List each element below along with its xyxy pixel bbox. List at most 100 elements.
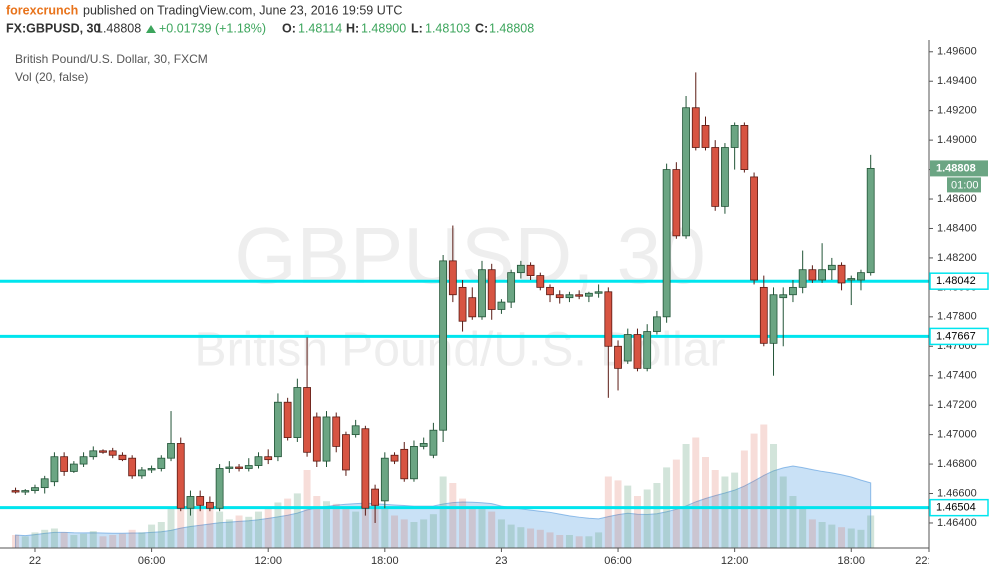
candle-body — [167, 443, 175, 459]
price-label-box — [929, 327, 989, 346]
candle-body — [254, 456, 263, 466]
price-label: 1.48042 — [936, 275, 976, 287]
volume-bar — [556, 535, 564, 548]
candle-body — [546, 286, 554, 296]
volume-bar — [420, 519, 428, 548]
o-value: 1.48114 — [298, 21, 342, 35]
symbol: FX:GBPUSD, 30 — [6, 21, 101, 35]
volume-bar — [70, 535, 78, 548]
candle-body — [439, 260, 448, 431]
volume-bar — [167, 509, 175, 548]
volume-bar — [254, 511, 262, 548]
volume-bar — [284, 498, 292, 548]
candle-body — [818, 269, 827, 281]
candle-body — [691, 107, 700, 148]
candle-body — [614, 345, 622, 369]
volume-bar — [313, 496, 321, 548]
l-label: L: — [411, 21, 423, 35]
candle-body — [516, 264, 525, 274]
volume-bar — [721, 476, 729, 548]
volume-bar — [109, 535, 117, 548]
y-tick-label: 1.47400 — [937, 370, 977, 382]
candle-body — [99, 450, 107, 453]
volume-bar — [672, 459, 680, 548]
candle-body — [303, 387, 311, 453]
candle-body — [205, 501, 214, 509]
volume-bar — [682, 444, 690, 548]
volume-bar — [604, 476, 612, 548]
volume-bar — [575, 536, 583, 548]
candle-body — [721, 147, 729, 207]
x-tick-label: 12:00 — [721, 555, 749, 567]
candle-body — [293, 387, 302, 438]
candle-body — [653, 316, 661, 332]
volume-bar — [488, 511, 496, 548]
volume-bar — [565, 535, 573, 548]
countdown-label: 01:00 — [951, 179, 979, 191]
x-tick-label: 06:00 — [604, 555, 632, 567]
x-axis-labels: 22 06:00 12:00 18:00 23 06:00 12:00 18:00 22:00 — [29, 555, 929, 567]
volume-bar — [177, 489, 185, 548]
volume-bar — [828, 524, 836, 548]
candle-body — [682, 107, 690, 237]
candle-body — [837, 264, 846, 284]
candle-body — [332, 416, 341, 447]
candle-body — [594, 291, 603, 294]
candle-body — [390, 454, 399, 462]
volume-bar — [225, 519, 233, 548]
last-price-label: 1.48808 — [936, 162, 976, 174]
up-arrow — [146, 25, 156, 33]
candle-body — [312, 416, 321, 462]
candle-body — [50, 456, 59, 483]
candle-body — [604, 291, 613, 347]
published: published on TradingView.com, June 23, 2… — [83, 3, 402, 17]
candle-body — [400, 448, 409, 480]
candle-body — [89, 450, 98, 458]
candle-body — [128, 457, 137, 477]
volume-bar — [536, 529, 544, 548]
x-tick-label: 18:00 — [837, 555, 865, 567]
volume-bar — [838, 527, 846, 548]
volume-bar — [701, 457, 709, 548]
candle-body — [497, 301, 506, 310]
candle-body — [264, 456, 273, 461]
candle-body — [351, 425, 360, 436]
volume-bar — [449, 483, 457, 548]
volume-bar — [867, 515, 875, 548]
candle-body — [478, 269, 486, 318]
volume-bar — [274, 502, 282, 548]
volume-legend: Vol (20, false) — [15, 70, 88, 84]
candle-body — [458, 286, 467, 322]
volume-bar — [789, 496, 797, 548]
candle-body — [361, 428, 370, 509]
price-label: 1.46504 — [936, 502, 976, 514]
y-tick-label: 1.48600 — [937, 193, 977, 205]
volume-bar — [352, 511, 360, 548]
y-tick-label: 1.46800 — [937, 458, 977, 470]
candle-body — [322, 416, 331, 462]
volume-bar — [633, 496, 641, 548]
volume-bar — [847, 528, 855, 548]
candle-body — [798, 269, 807, 288]
volume-bar — [21, 536, 29, 548]
candle-body — [555, 294, 564, 299]
volume-bar — [799, 509, 807, 548]
volume-bar — [361, 498, 369, 548]
candle-body — [235, 466, 243, 469]
y-tick-label: 1.47000 — [937, 429, 977, 441]
volume-bar — [99, 536, 107, 548]
volume-bar — [60, 532, 68, 548]
volume-bar — [206, 509, 214, 548]
candle-body — [137, 469, 146, 477]
volume-bar — [89, 531, 97, 548]
x-tick-label: 06:00 — [138, 555, 166, 567]
candle-body — [847, 278, 856, 281]
last-price-box — [930, 160, 988, 177]
y-tick-label: 1.46400 — [937, 517, 977, 529]
x-tick-label: 22 — [29, 555, 41, 567]
publisher[interactable]: forexcrunch — [6, 3, 78, 17]
volume-bar — [857, 529, 865, 548]
volume-bar — [128, 529, 136, 548]
candle-body — [215, 468, 224, 509]
